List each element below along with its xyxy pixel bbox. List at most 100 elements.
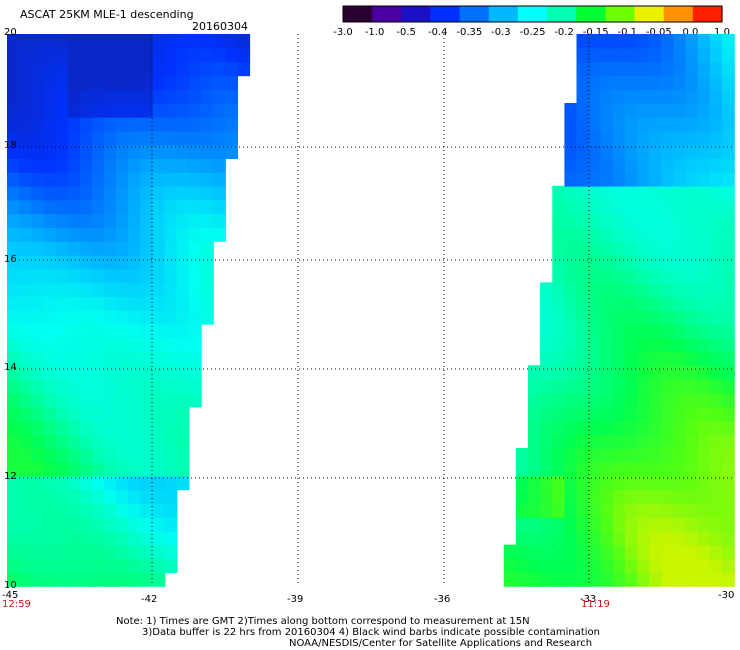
swath-cell <box>661 130 675 146</box>
swath-cell <box>67 199 81 215</box>
swath-cell <box>612 365 626 380</box>
swath-cell <box>164 296 178 311</box>
swath-cell <box>31 103 45 118</box>
swath-cell <box>31 199 45 215</box>
swath-cell <box>152 558 166 573</box>
swath-cell <box>588 61 602 77</box>
swath-cell <box>564 296 578 311</box>
swath-cell <box>43 379 57 394</box>
swath-cell <box>55 103 69 118</box>
swath-cell <box>43 406 57 422</box>
swath-cell <box>152 420 166 435</box>
swath-cell <box>31 503 45 518</box>
swath-cell <box>685 475 699 491</box>
swath-cell <box>31 61 45 77</box>
swath-cell <box>661 213 675 228</box>
swath-cell <box>176 75 190 90</box>
swath-cell <box>79 379 93 394</box>
swath-cell <box>19 158 32 173</box>
swath-cell <box>67 379 81 394</box>
swath-cell <box>128 337 142 353</box>
swath-cell <box>31 116 45 132</box>
swath-cell <box>31 572 45 587</box>
swath-cell <box>152 172 166 187</box>
colorbar-swatch <box>547 6 577 22</box>
swath-cell <box>31 323 45 339</box>
swath-cell <box>152 337 166 353</box>
swath-cell <box>697 475 711 491</box>
swath-cell <box>164 185 178 201</box>
swath-cell <box>7 172 20 187</box>
swath-cell <box>600 213 614 228</box>
swath-cell <box>67 89 81 104</box>
swath-cell <box>540 572 553 587</box>
swath-cell <box>19 89 32 104</box>
swath-cell <box>661 544 675 560</box>
swath-cell <box>673 144 687 159</box>
swath-cell <box>176 213 190 228</box>
swath-cell <box>55 448 69 463</box>
swath-cell <box>31 185 45 201</box>
swath-cell <box>103 434 117 449</box>
swath-cell <box>19 254 32 270</box>
swath-cell <box>649 199 663 215</box>
swath-cell <box>721 517 735 532</box>
swath-cell <box>31 461 45 477</box>
swath-cell <box>152 116 166 132</box>
swath-cell <box>721 337 735 353</box>
swath-cell <box>116 337 129 353</box>
swath-cell <box>649 503 663 518</box>
swath-cell <box>612 172 626 187</box>
swath-cell <box>200 213 214 228</box>
swath-cell <box>19 530 32 546</box>
swath-cell <box>685 103 699 118</box>
swath-cell <box>697 572 711 587</box>
swath-cell <box>637 392 650 408</box>
swath-cell <box>43 130 57 146</box>
swath-cell <box>709 61 723 77</box>
swath-cell <box>7 406 20 422</box>
swath-cell <box>576 406 590 422</box>
swath-cell <box>697 406 711 422</box>
swath-cell <box>7 61 20 77</box>
swath-cell <box>649 130 663 146</box>
swath-cell <box>661 572 675 587</box>
swath-cell <box>116 34 129 49</box>
swath-cell <box>55 75 69 90</box>
swath-cell <box>564 172 578 187</box>
swath-cell <box>19 34 32 49</box>
swath-cell <box>91 47 105 63</box>
swath-cell <box>588 558 602 573</box>
swath-cell <box>673 47 687 63</box>
swath-cell <box>103 241 117 256</box>
swath-cell <box>7 34 20 49</box>
swath-cell <box>685 420 699 435</box>
swath-cell <box>19 199 32 215</box>
swath-cell <box>7 268 20 284</box>
swath-cell <box>79 406 93 422</box>
swath-cell <box>103 530 117 546</box>
swath-cell <box>515 489 529 504</box>
swath-cell <box>721 254 735 270</box>
swath-cell <box>103 558 117 573</box>
swath-cell <box>200 241 214 256</box>
swath-cell <box>67 517 81 532</box>
swath-cell <box>79 530 93 546</box>
swath-cell <box>673 158 687 173</box>
swath-cell <box>55 337 69 353</box>
swath-cell <box>673 227 687 242</box>
swath-cell <box>31 158 45 173</box>
swath-cell <box>600 116 614 132</box>
swath-cell <box>721 351 735 366</box>
swath-cell <box>588 310 602 325</box>
swath-cell <box>152 323 166 339</box>
swath-cell <box>200 172 214 187</box>
swath-cell <box>709 282 723 297</box>
lat-label-10: 10 <box>4 580 17 591</box>
swath-cell <box>721 310 735 325</box>
swath-cell <box>31 489 45 504</box>
swath-cell <box>7 461 20 477</box>
swath-cell <box>540 558 553 573</box>
swath-cell <box>43 517 57 532</box>
swath-cell <box>176 34 190 49</box>
